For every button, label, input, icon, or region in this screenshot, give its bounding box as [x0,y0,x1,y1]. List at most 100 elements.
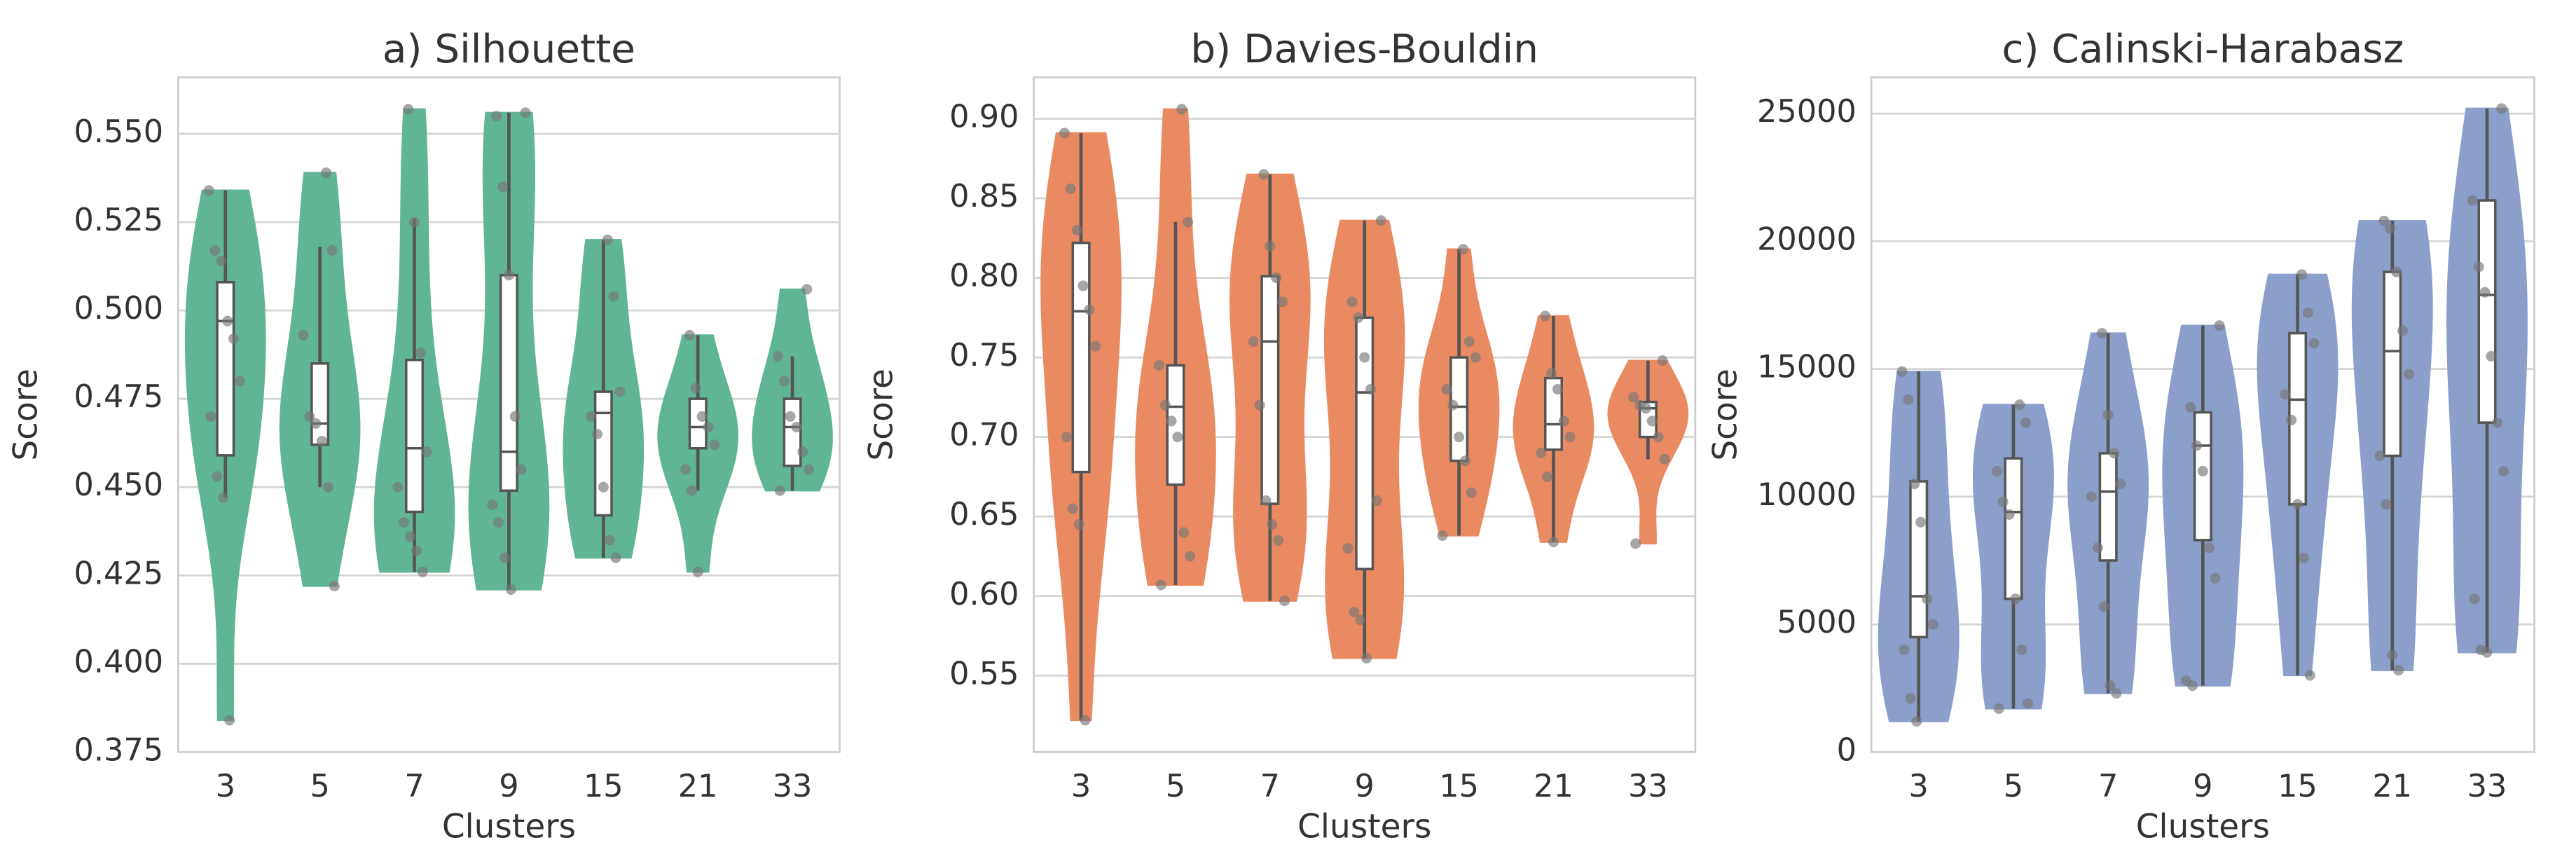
point [1899,645,1910,656]
point [1457,244,1469,255]
point [411,545,422,556]
point [1441,384,1452,395]
point [797,446,808,458]
box [2098,452,2118,562]
box [405,358,425,514]
point [1277,296,1288,308]
point [2387,650,2398,661]
point [212,471,223,482]
y-tick-label: 0.75 [949,337,1019,373]
point [591,429,602,440]
point [1080,715,1091,726]
point [2486,350,2497,362]
point [329,580,340,591]
point [520,107,531,118]
box [1071,241,1091,474]
point [2381,499,2392,510]
point [2105,680,2116,692]
point [1466,487,1477,498]
point [2016,645,2027,656]
point [1065,183,1076,194]
point [403,104,414,115]
point [1172,432,1183,443]
point [1993,703,2004,714]
x-axis-label: Clusters [442,807,576,846]
point [1349,606,1360,617]
point [2102,409,2114,420]
point [2203,542,2215,554]
point [2496,103,2507,114]
point [405,531,416,542]
x-tick-label: 3 [1071,768,1091,804]
y-axis-label: Score [6,369,45,461]
box [593,390,613,517]
y-axis-label: Score [1707,369,1745,461]
point [2086,491,2097,502]
point [2197,465,2208,476]
point [1371,495,1382,507]
y-tick-label: 25000 [1757,93,1857,130]
x-tick-label: 15 [2278,768,2317,804]
point [2187,680,2198,692]
point [421,446,432,458]
box [783,397,802,467]
chart-title: c) Calinski-Harabasz [2002,27,2404,72]
x-tick-label: 3 [216,768,235,804]
point [1153,359,1164,371]
point [1353,312,1364,323]
point [1470,352,1481,363]
point [224,715,235,726]
point [1166,415,1177,427]
x-axis-label: Clusters [1297,807,1431,846]
point [604,535,615,546]
point [1176,104,1187,115]
chart-title: a) Silhouette [383,27,635,72]
point [1260,495,1272,507]
y-tick-label: 0.65 [949,496,1019,532]
point [1090,341,1101,352]
x-tick-label: 33 [773,768,813,804]
point [1155,579,1166,591]
point [785,411,796,422]
point [1454,432,1465,443]
point [1896,366,1908,377]
y-tick-label: 10000 [1757,476,1857,513]
point [2210,572,2221,584]
point [696,411,708,422]
point [1183,217,1194,228]
point [2020,417,2032,428]
point [1084,304,1095,315]
y-tick-label: 0.550 [74,114,163,150]
point [2286,415,2297,426]
point [2473,261,2484,273]
x-tick-label: 7 [2098,768,2118,804]
box [1355,316,1375,570]
box [2004,457,2023,600]
point [1342,543,1354,554]
x-tick-label: 33 [1628,768,1668,804]
point [684,329,695,341]
point [1248,336,1259,347]
point [1447,399,1459,411]
point [610,552,621,563]
point [1059,128,1070,139]
point [1905,693,1916,704]
point [310,418,322,429]
point [491,111,502,122]
point [326,245,338,256]
point [598,481,609,493]
point [801,284,813,295]
point [1067,503,1078,514]
point [1258,169,1269,180]
point [1178,527,1190,538]
x-tick-label: 21 [1534,768,1573,804]
y-tick-label: 0.80 [949,258,1019,294]
point [2292,499,2303,510]
x-tick-label: 5 [1166,768,1185,804]
point [2397,325,2409,336]
point [2374,451,2385,462]
point [1359,352,1370,363]
point [209,245,221,256]
point [608,291,619,302]
point [1254,399,1265,411]
